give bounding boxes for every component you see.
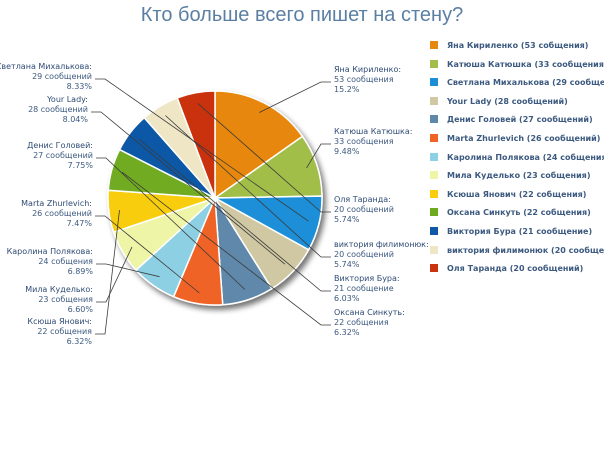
legend-swatch <box>430 115 438 124</box>
leader-line-оля-таранда <box>197 102 331 213</box>
leader-line-денис-головей <box>96 157 246 290</box>
leader-line-каролина-полякова <box>96 263 160 278</box>
legend-swatch <box>430 226 438 235</box>
pie-slices <box>107 90 323 306</box>
legend-label: Your Lady (28 сообщений) <box>447 96 568 106</box>
legend-swatch <box>430 96 438 105</box>
legend-item-marta-zhurlevich: Marta Zhurlevich (26 сообщений) <box>430 131 604 150</box>
legend-swatch <box>430 78 438 87</box>
slice-label-your-lady: Your Lady: 28 сообщений 8.04% <box>28 95 88 124</box>
slice-label-виктория-филимонюк: виктория филимонюк: 20 сообщений 5.74% <box>334 240 429 269</box>
slice-label-мила-куделько: Мила Куделько: 23 собщения 6.60% <box>25 285 93 314</box>
legend-swatch <box>430 152 438 161</box>
legend-item-яна-кириленко: Яна Кириленко (53 собщения) <box>430 38 604 57</box>
leader-line-светлана-михалькова <box>95 78 309 222</box>
leader-line-виктория-бура <box>138 138 331 292</box>
legend-item-your-lady: Your Lady (28 сообщений) <box>430 94 604 113</box>
pie-slice-оля-таранда[interactable] <box>176 90 216 199</box>
legend-item-денис-головей: Денис Головей (27 сообщений) <box>430 112 604 131</box>
leader-line-your-lady <box>91 111 286 265</box>
legend-label: Мила Куделько (23 собщения) <box>447 171 591 181</box>
leader-line-оксана-синкуть <box>121 171 331 326</box>
legend-label: Виктория Бура (21 сообщение) <box>447 226 593 236</box>
legend-label: Marta Zhurlevich (26 сообщений) <box>447 133 601 143</box>
chart-title: Кто больше всего пишет на стену? <box>140 4 464 26</box>
slice-label-светлана-михалькова: Светлана Михалькова: 29 сообщений 8.33% <box>0 62 92 91</box>
slice-label-marta-zhurlevich: Marta Zhurlevich: 26 сообщений 7.47% <box>21 199 92 228</box>
legend-label: Оксана Синкуть (22 собщения) <box>447 208 591 218</box>
slice-label-оксана-синкуть: Оксана Синкуть: 22 собщения 6.32% <box>334 308 405 337</box>
pie-leader-lines <box>91 78 331 335</box>
legend-swatch <box>430 208 438 217</box>
legend-item-виктория-филимонюк: виктория филимонюк (20 сообщений) <box>430 243 604 262</box>
slice-label-денис-головей: Денис Головей: 27 сообщений 7.75% <box>27 141 93 170</box>
slice-label-ксюша-янович: Ксюша Янович: 22 собщения 6.32% <box>27 317 92 346</box>
leader-line-катюша-катюшка <box>306 143 331 169</box>
slice-label-яна-кириленко: Яна Кириленко: 53 сообщения 15.2% <box>334 65 401 94</box>
legend-label: Денис Головей (27 сообщений) <box>447 115 593 125</box>
legend-label: Оля Таранда (20 сообщений) <box>447 264 584 274</box>
legend-item-виктория-бура: Виктория Бура (21 сообщение) <box>430 224 604 243</box>
chart-legend: Яна Кириленко (53 собщения) Катюша Катюшк… <box>430 38 604 280</box>
slice-label-виктория-бура: Виктория Бура: 21 сообщение 6.03% <box>334 274 400 303</box>
legend-swatch <box>430 171 438 180</box>
leader-line-виктория-филимонюк <box>165 115 331 258</box>
legend-swatch <box>430 41 438 49</box>
leader-line-мила-куделько <box>96 246 133 303</box>
legend-label: Каролина Полякова (24 собщения) <box>447 152 604 162</box>
slice-label-катюша-катюшка: Катюша Катюшка: 33 сообщения 9.48% <box>334 127 412 156</box>
legend-item-каролина-полякова: Каролина Полякова (24 собщения) <box>430 150 604 169</box>
legend-swatch <box>430 59 438 68</box>
legend-swatch <box>430 245 438 254</box>
legend-item-светлана-михалькова: Светлана Михалькова (29 сообщений) <box>430 75 604 94</box>
legend-label: Светлана Михалькова (29 сообщений) <box>447 78 604 88</box>
leader-line-marta-zhurlevich <box>95 215 200 294</box>
legend-item-мила-куделько: Мила Куделько (23 собщения) <box>430 168 604 187</box>
leader-line-ксюша-янович <box>95 210 120 335</box>
legend-label: Ксюша Янович (22 собщения) <box>447 189 587 199</box>
slice-label-каролина-полякова: Каролина Полякова: 24 собщения 6.89% <box>7 247 94 276</box>
legend-swatch <box>430 189 438 198</box>
legend-label: Катюша Катюшка (33 сообщения) <box>447 59 604 69</box>
legend-item-катюша-катюшка: Катюша Катюшка (33 сообщения) <box>430 57 604 76</box>
legend-item-ксюша-янович: Ксюша Янович (22 собщения) <box>430 187 604 206</box>
legend-swatch <box>430 133 438 142</box>
legend-swatch <box>430 264 438 273</box>
leader-line-яна-кириленко <box>259 81 331 113</box>
legend-item-оля-таранда: Оля Таранда (20 сообщений) <box>430 261 604 280</box>
slice-label-оля-таранда: Оля Таранда: 20 сообщений 5.74% <box>334 195 394 224</box>
legend-label: виктория филимонюк (20 сообщений) <box>447 245 604 255</box>
legend-item-оксана-синкуть: Оксана Синкуть (22 собщения) <box>430 205 604 224</box>
pie-labels: Яна Кириленко: 53 сообщения 15.2% Катюша Ка… <box>0 62 429 346</box>
legend-label: Яна Кириленко (53 собщения) <box>447 41 589 50</box>
